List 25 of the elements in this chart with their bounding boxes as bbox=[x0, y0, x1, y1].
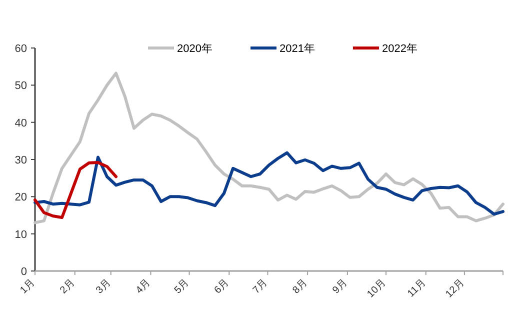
legend-label: 2020年 bbox=[177, 43, 212, 55]
legend-label: 2022年 bbox=[382, 43, 418, 55]
x-tick-label: 4月 bbox=[134, 277, 153, 296]
y-tick-label: 10 bbox=[14, 228, 27, 241]
y-tick-label: 0 bbox=[20, 266, 27, 278]
y-tick-label: 40 bbox=[14, 117, 27, 130]
y-tick-label: 60 bbox=[14, 43, 27, 55]
x-tick-label: 9月 bbox=[330, 277, 350, 296]
legend-label: 2021年 bbox=[279, 43, 315, 55]
y-tick-label: 30 bbox=[14, 154, 27, 166]
line-series bbox=[34, 72, 504, 224]
y-tick-label: 20 bbox=[14, 192, 27, 204]
x-tick-label: 12月 bbox=[444, 277, 467, 300]
line-series bbox=[34, 160, 118, 219]
x-tick-label: 6月 bbox=[212, 277, 232, 296]
x-tick-label: 10月 bbox=[365, 277, 388, 300]
x-tick-label: 8月 bbox=[290, 277, 310, 296]
x-tick-label: 11月 bbox=[406, 277, 428, 300]
line-series bbox=[34, 151, 504, 216]
x-tick-label: 1月 bbox=[18, 277, 38, 296]
x-tick-label: 5月 bbox=[172, 277, 192, 296]
x-tick-label: 3月 bbox=[94, 277, 113, 296]
x-tick-label: 7月 bbox=[251, 277, 270, 296]
x-tick-label: 2月 bbox=[58, 277, 77, 296]
y-tick-label: 50 bbox=[14, 80, 27, 92]
